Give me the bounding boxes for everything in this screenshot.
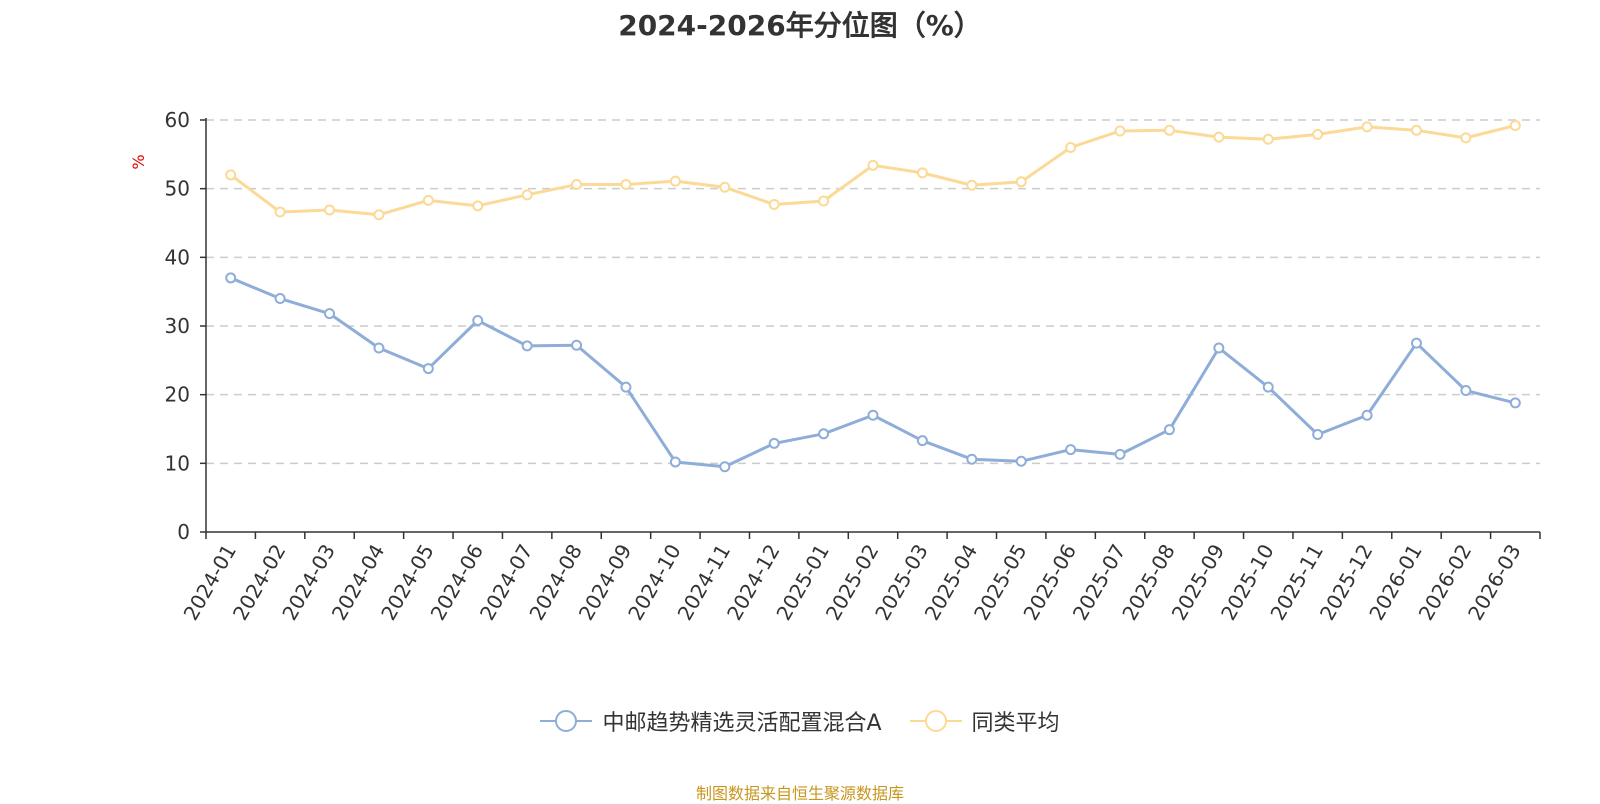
- data-point-s0-2026-02: [1460, 385, 1472, 397]
- grid-lines: [206, 119, 1540, 465]
- y-tick-label-20: 20: [165, 383, 190, 407]
- data-point-s1-2024-03: [324, 204, 336, 216]
- data-source-note: 制图数据来自恒生聚源数据库: [695, 784, 904, 803]
- y-tick-labels: 0 10 20 30 40 50 60: [165, 108, 190, 544]
- data-point-s1-2024-10: [669, 175, 681, 187]
- legend-marker-fund-icon: [540, 710, 593, 732]
- y-tick-label-30: 30: [165, 314, 190, 338]
- data-point-s0-2025-11: [1312, 428, 1324, 440]
- data-point-s1-2025-06: [1065, 141, 1077, 153]
- x-tick-labels: 2024-012024-022024-032024-042024-052024-…: [179, 540, 1526, 624]
- data-point-s1-2024-11: [719, 181, 731, 193]
- data-point-s0-2024-04: [373, 342, 385, 354]
- data-point-s0-2024-06: [472, 315, 484, 327]
- data-point-s1-2025-01: [818, 195, 830, 207]
- data-point-s1-2025-03: [916, 167, 928, 179]
- y-tick-label-50: 50: [165, 177, 190, 201]
- data-point-s1-2024-12: [768, 198, 780, 210]
- chart-title: 2024-2026年分位图（%）: [618, 9, 982, 42]
- data-point-s1-2025-10: [1262, 133, 1274, 145]
- legend: 中邮趋势精选灵活配置混合A 同类平均: [0, 705, 1600, 737]
- data-point-s0-2025-10: [1262, 381, 1274, 393]
- data-point-s0-2024-05: [422, 363, 434, 375]
- data-point-s1-2026-02: [1460, 132, 1472, 144]
- series-lines: [225, 119, 1521, 473]
- data-point-s0-2025-04: [966, 453, 978, 465]
- data-point-s0-2025-03: [916, 435, 928, 447]
- data-point-s1-2025-08: [1163, 124, 1175, 136]
- data-point-s1-2026-03: [1509, 119, 1521, 131]
- data-point-s0-2024-11: [719, 461, 731, 473]
- data-point-s1-2024-04: [373, 209, 385, 221]
- data-point-s1-2025-05: [1015, 176, 1027, 188]
- y-tick-label-0: 0: [177, 520, 190, 544]
- data-point-s0-2025-07: [1114, 448, 1126, 460]
- data-point-s1-2026-01: [1410, 124, 1422, 136]
- y-tick-label-10: 10: [165, 451, 190, 475]
- data-point-s0-2026-03: [1509, 397, 1521, 409]
- data-point-s1-2024-06: [472, 200, 484, 212]
- data-point-s0-2025-01: [818, 428, 830, 440]
- legend-item-fund[interactable]: 中邮趋势精选灵活配置混合A: [540, 705, 882, 737]
- data-point-s0-2024-03: [324, 308, 336, 320]
- data-point-s1-2024-08: [571, 179, 583, 191]
- data-point-s0-2024-02: [274, 293, 286, 305]
- data-point-s1-2024-07: [521, 189, 533, 201]
- legend-item-peer-average[interactable]: 同类平均: [909, 705, 1060, 737]
- data-point-s1-2025-02: [867, 159, 879, 171]
- data-point-s0-2025-05: [1015, 455, 1027, 467]
- legend-label-peer-average: 同类平均: [971, 711, 1060, 736]
- data-point-s0-2025-06: [1065, 444, 1077, 456]
- data-point-s0-2024-09: [620, 381, 632, 393]
- data-point-s0-2025-02: [867, 409, 879, 421]
- data-point-s1-2025-04: [966, 179, 978, 191]
- y-tick-label-60: 60: [165, 108, 190, 132]
- data-point-s1-2025-09: [1213, 131, 1225, 143]
- line-chart: 0 10 20 30 40 50 60 2024-012024-022024-032024-…: [129, 108, 1541, 624]
- data-point-s0-2024-12: [768, 437, 780, 449]
- data-point-s1-2025-12: [1361, 121, 1373, 133]
- y-axis-unit-label: %: [129, 154, 148, 169]
- axes: [200, 118, 1541, 539]
- data-point-s1-2025-07: [1114, 125, 1126, 137]
- data-point-s0-2025-09: [1213, 342, 1225, 354]
- legend-marker-peer-average-icon: [909, 710, 962, 732]
- data-point-s1-2025-11: [1312, 128, 1324, 140]
- data-point-s0-2024-01: [225, 272, 237, 284]
- y-tick-label-40: 40: [165, 245, 190, 269]
- data-point-s0-2026-01: [1410, 337, 1422, 349]
- series-line-0: [230, 276, 1516, 469]
- data-point-s1-2024-05: [422, 194, 434, 206]
- data-point-s0-2024-07: [521, 340, 533, 352]
- data-point-s0-2024-08: [571, 339, 583, 351]
- data-point-s0-2025-08: [1163, 424, 1175, 436]
- data-point-s1-2024-09: [620, 179, 632, 191]
- data-point-s1-2024-01: [225, 169, 237, 181]
- data-point-s1-2024-02: [274, 206, 286, 218]
- data-point-s0-2025-12: [1361, 409, 1373, 421]
- legend-label-fund: 中邮趋势精选灵活配置混合A: [602, 711, 882, 736]
- data-point-s0-2024-10: [669, 456, 681, 468]
